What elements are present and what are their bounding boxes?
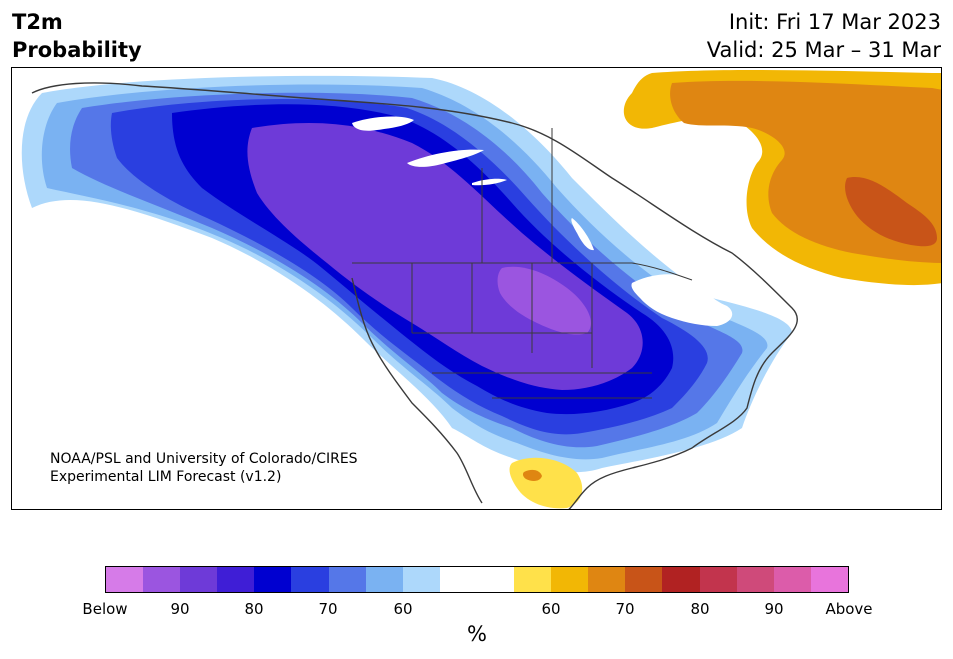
colorbar-tick-label: 90 xyxy=(170,600,190,618)
colorbar-segment xyxy=(365,567,403,592)
coastline xyxy=(31,82,798,509)
colorbar-tick-label: Above xyxy=(825,600,873,618)
valid-date: Valid: 25 Mar – 31 Mar xyxy=(706,38,941,62)
credit-text: NOAA/PSL and University of Colorado/CIRE… xyxy=(50,450,358,486)
mexico-warm-spot xyxy=(509,457,583,509)
init-date: Init: Fri 17 Mar 2023 xyxy=(728,10,941,34)
lake-winnipeg xyxy=(571,218,594,251)
colorbar-segment xyxy=(588,567,626,592)
colorbar-segment xyxy=(291,567,329,592)
colorbar-tick-label: 60 xyxy=(393,600,413,618)
colorbar-tick-label: 80 xyxy=(690,600,710,618)
colorbar-tick-label: 80 xyxy=(244,600,264,618)
colorbar-segment xyxy=(254,567,292,592)
probability-map: NOAA/PSL and University of Colorado/CIRE… xyxy=(11,67,942,510)
colorbar-segment xyxy=(180,567,218,592)
colorbar-tick-label: 70 xyxy=(318,600,338,618)
colorbar-segment xyxy=(625,567,663,592)
mexico-warm-core xyxy=(522,469,542,481)
colorbar-tick-label: Below xyxy=(82,600,128,618)
colorbar-segment xyxy=(662,567,700,592)
colorbar-segment xyxy=(773,567,811,592)
colorbar-unit: % xyxy=(467,622,487,646)
prob-band-below-90 xyxy=(497,266,591,335)
colorbar-segment xyxy=(106,567,144,592)
colorbar-segment xyxy=(699,567,737,592)
colorbar-segment xyxy=(439,567,477,592)
colorbar-segment xyxy=(402,567,440,592)
colorbar-tick-label: 60 xyxy=(541,600,561,618)
prob-band-above-80 xyxy=(845,177,937,247)
probability-colorbar xyxy=(105,566,849,593)
forecast-dates: Init: Fri 17 Mar 2023 Valid: 25 Mar – 31… xyxy=(707,8,941,64)
colorbar-segment xyxy=(217,567,255,592)
map-canvas xyxy=(21,69,941,509)
great-slave-lake xyxy=(407,149,484,167)
us-canada-border xyxy=(352,128,693,399)
great-lakes xyxy=(631,274,733,326)
credit-line-2: Experimental LIM Forecast (v1.2) xyxy=(50,469,282,485)
colorbar-segment xyxy=(514,567,552,592)
great-bear-lake xyxy=(352,116,414,131)
colorbar-segment xyxy=(810,567,848,592)
colorbar-segment xyxy=(143,567,181,592)
colorbar-segment xyxy=(736,567,774,592)
colorbar-segment xyxy=(476,567,515,592)
colorbar-tick-label: 70 xyxy=(615,600,635,618)
colorbar-segment xyxy=(328,567,366,592)
title-line-1: T2m xyxy=(12,10,63,34)
credit-line-1: NOAA/PSL and University of Colorado/CIRE… xyxy=(50,451,358,467)
colorbar-tick-label: 90 xyxy=(764,600,784,618)
map-title: T2m Probability xyxy=(12,8,142,64)
colorbar-segment xyxy=(551,567,589,592)
title-line-2: Probability xyxy=(12,38,142,62)
lake-athabasca xyxy=(472,178,507,186)
